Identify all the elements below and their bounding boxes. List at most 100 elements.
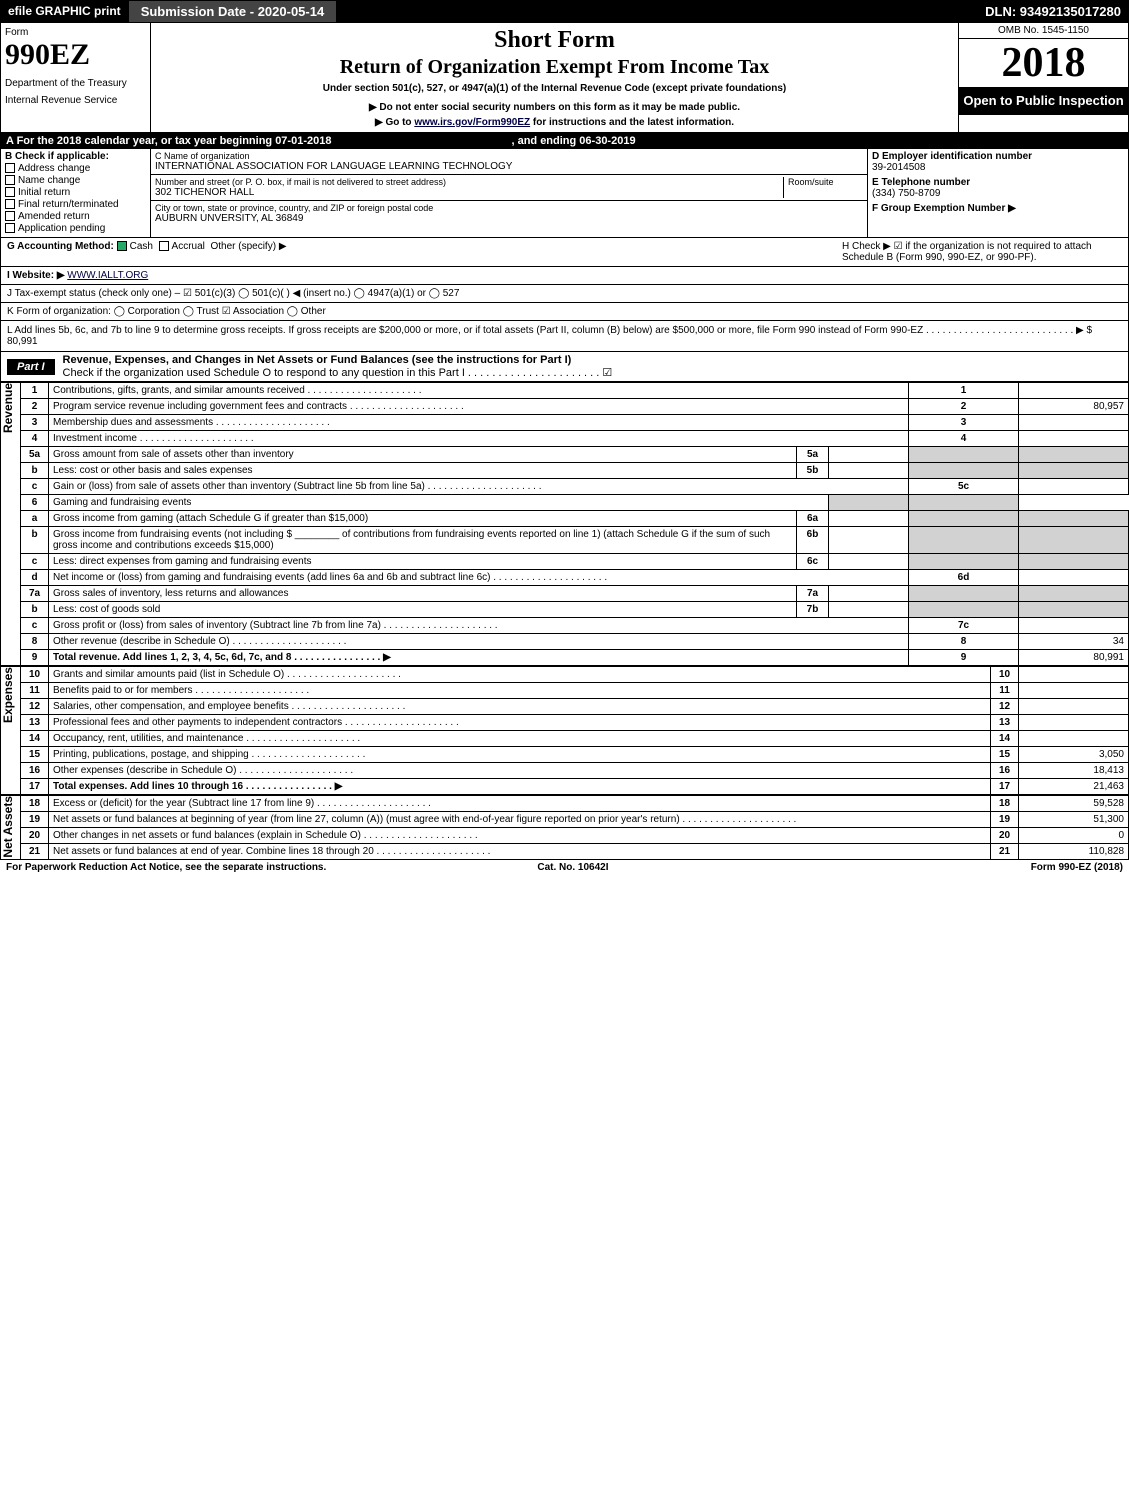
telephone: (334) 750-8709 <box>872 188 1124 199</box>
website-label: I Website: ▶ <box>7 270 65 281</box>
line-ref: 21 <box>991 844 1019 860</box>
revenue-side-label: Revenue <box>0 382 20 666</box>
table-row: 9Total revenue. Add lines 1, 2, 3, 4, 5c… <box>21 650 1129 666</box>
line-value: 3,050 <box>1019 747 1129 763</box>
table-row: cGross profit or (loss) from sales of in… <box>21 618 1129 634</box>
chk-final[interactable]: Final return/terminated <box>5 199 146 210</box>
table-row: 19Net assets or fund balances at beginni… <box>21 812 1129 828</box>
line-number: c <box>21 618 49 634</box>
box-d: D Employer identification number 39-2014… <box>868 149 1128 237</box>
city: AUBURN UNVERSITY, AL 36849 <box>155 213 863 224</box>
table-row: aGross income from gaming (attach Schedu… <box>21 511 1129 527</box>
line-desc: Other revenue (describe in Schedule O) .… <box>49 634 909 650</box>
footer-cat: Cat. No. 10642I <box>537 862 608 873</box>
header-right: OMB No. 1545-1150 2018 Open to Public In… <box>958 23 1128 132</box>
irs-line: Internal Revenue Service <box>5 95 146 106</box>
org-name: INTERNATIONAL ASSOCIATION FOR LANGUAGE L… <box>155 161 863 172</box>
table-row: 3Membership dues and assessments . . . .… <box>21 415 1129 431</box>
line-desc: Gain or (loss) from sale of assets other… <box>49 479 909 495</box>
line-ref: 18 <box>991 796 1019 812</box>
line-desc: Occupancy, rent, utilities, and maintena… <box>49 731 991 747</box>
line-value <box>1019 683 1129 699</box>
short-form-title: Short Form <box>159 27 950 54</box>
line-l: L Add lines 5b, 6c, and 7b to line 9 to … <box>0 321 1129 352</box>
line-number: 15 <box>21 747 49 763</box>
chk-amended[interactable]: Amended return <box>5 211 146 222</box>
line-value <box>1019 618 1129 634</box>
chk-cash[interactable] <box>117 241 127 251</box>
chk-name[interactable]: Name change <box>5 175 146 186</box>
chk-address[interactable]: Address change <box>5 163 146 174</box>
line-desc: Program service revenue including govern… <box>49 399 909 415</box>
line-desc: Net income or (loss) from gaming and fun… <box>49 570 909 586</box>
dln: DLN: 93492135017280 <box>985 4 1129 19</box>
revenue-section: Revenue 1Contributions, gifts, grants, a… <box>0 382 1129 666</box>
line-number: 7a <box>21 586 49 602</box>
line-ref: 13 <box>991 715 1019 731</box>
part1-header: Part I Revenue, Expenses, and Changes in… <box>0 352 1129 382</box>
table-row: 6Gaming and fundraising events <box>21 495 1129 511</box>
chk-accrual[interactable] <box>159 241 169 251</box>
street: 302 TICHENOR HALL <box>155 187 783 198</box>
table-row: bLess: cost or other basis and sales exp… <box>21 463 1129 479</box>
main-title: Return of Organization Exempt From Incom… <box>159 56 950 79</box>
line-desc: Less: direct expenses from gaming and fu… <box>49 554 797 570</box>
line-ref: 4 <box>909 431 1019 447</box>
table-row: 5aGross amount from sale of assets other… <box>21 447 1129 463</box>
subtitle: Under section 501(c), 527, or 4947(a)(1)… <box>159 83 950 94</box>
line-desc: Salaries, other compensation, and employ… <box>49 699 991 715</box>
table-row: 15Printing, publications, postage, and s… <box>21 747 1129 763</box>
line-ref: 3 <box>909 415 1019 431</box>
line-ref: 20 <box>991 828 1019 844</box>
line-number: 8 <box>21 634 49 650</box>
omb-number: OMB No. 1545-1150 <box>959 23 1128 39</box>
line-desc: Gaming and fundraising events <box>49 495 829 511</box>
line-number: 1 <box>21 383 49 399</box>
line-desc: Investment income . . . . . . . . . . . … <box>49 431 909 447</box>
line-number: 19 <box>21 812 49 828</box>
footer-left: For Paperwork Reduction Act Notice, see … <box>6 862 326 873</box>
table-row: 17Total expenses. Add lines 10 through 1… <box>21 779 1129 795</box>
line-number: c <box>21 554 49 570</box>
table-row: 11Benefits paid to or for members . . . … <box>21 683 1129 699</box>
expenses-table: 10Grants and similar amounts paid (list … <box>20 666 1129 795</box>
ein-label: D Employer identification number <box>872 151 1124 162</box>
line-number: b <box>21 527 49 554</box>
line-number: 5a <box>21 447 49 463</box>
line-desc: Other changes in net assets or fund bala… <box>49 828 991 844</box>
chk-pending[interactable]: Application pending <box>5 223 146 234</box>
line-number: 20 <box>21 828 49 844</box>
org-info-block: B Check if applicable: Address change Na… <box>0 149 1129 238</box>
line-desc: Other expenses (describe in Schedule O) … <box>49 763 991 779</box>
part1-title: Revenue, Expenses, and Changes in Net As… <box>63 354 613 366</box>
form-label: Form <box>5 27 146 38</box>
line-number: 21 <box>21 844 49 860</box>
gross-receipts-note: L Add lines 5b, 6c, and 7b to line 9 to … <box>7 325 1092 347</box>
line-value: 80,991 <box>1019 650 1129 666</box>
table-row: 8Other revenue (describe in Schedule O) … <box>21 634 1129 650</box>
line-i: I Website: ▶ WWW.IALLT.ORG <box>0 267 1129 285</box>
line-number: 13 <box>21 715 49 731</box>
table-row: cGain or (loss) from sale of assets othe… <box>21 479 1129 495</box>
line-value <box>1019 715 1129 731</box>
line-ref: 8 <box>909 634 1019 650</box>
line-desc: Printing, publications, postage, and shi… <box>49 747 991 763</box>
table-row: 4Investment income . . . . . . . . . . .… <box>21 431 1129 447</box>
irs-link[interactable]: www.irs.gov/Form990EZ <box>414 117 530 128</box>
line-value: 110,828 <box>1019 844 1129 860</box>
line-desc: Gross sales of inventory, less returns a… <box>49 586 797 602</box>
line-value: 21,463 <box>1019 779 1129 795</box>
tax-exempt-status: J Tax-exempt status (check only one) – ☑… <box>7 288 459 299</box>
website-link[interactable]: WWW.IALLT.ORG <box>67 270 148 281</box>
table-row: cLess: direct expenses from gaming and f… <box>21 554 1129 570</box>
goto-pre: ▶ Go to <box>375 117 414 128</box>
revenue-table: 1Contributions, gifts, grants, and simil… <box>20 382 1129 666</box>
line-value <box>1019 431 1129 447</box>
city-label: City or town, state or province, country… <box>155 203 863 213</box>
goto-post: for instructions and the latest informat… <box>533 117 734 128</box>
line-number: 14 <box>21 731 49 747</box>
chk-initial[interactable]: Initial return <box>5 187 146 198</box>
table-row: 2Program service revenue including gover… <box>21 399 1129 415</box>
top-bar: efile GRAPHIC print Submission Date - 20… <box>0 0 1129 22</box>
table-row: bLess: cost of goods sold7b <box>21 602 1129 618</box>
